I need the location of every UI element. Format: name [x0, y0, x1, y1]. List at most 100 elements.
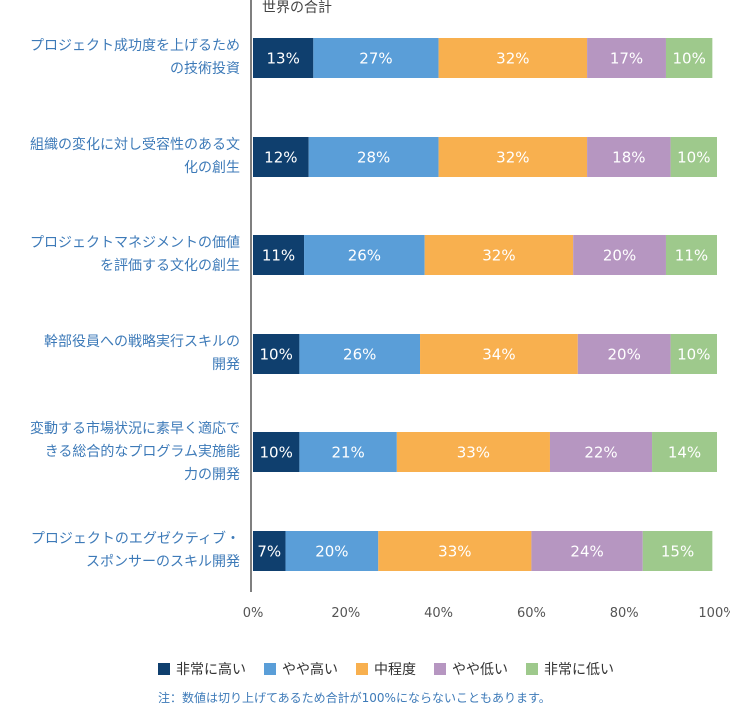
bar-segment: [549, 432, 653, 472]
legend-label: 非常に高い: [176, 662, 246, 678]
bar-segment: [438, 137, 588, 177]
data-label: 13%: [266, 50, 299, 68]
x-tick-label: 80%: [610, 606, 639, 621]
bar-segment: [253, 334, 300, 374]
data-label: 33%: [457, 444, 490, 462]
legend-swatch: [434, 663, 446, 675]
bar-segment: [253, 137, 309, 177]
bar-segment: [665, 38, 713, 78]
data-label: 22%: [584, 444, 617, 462]
data-label: 26%: [348, 247, 381, 265]
data-label: 11%: [262, 247, 295, 265]
bar-segment: [652, 432, 717, 472]
footnote: 注：数値は切り上げてあるため合計が100%にならないこともあります。: [158, 691, 551, 705]
legend-label: 非常に低い: [544, 662, 614, 678]
legend-label: やや低い: [452, 662, 508, 678]
legend-item: やや高い: [264, 659, 338, 679]
data-label: 10%: [672, 50, 705, 68]
bar-segment: [253, 235, 305, 275]
data-label: 20%: [315, 543, 348, 561]
data-label: 20%: [603, 247, 636, 265]
bar-segment: [304, 235, 425, 275]
category-label: プロジェクトのエグゼクティブ・スポンサーのスキル開発: [0, 528, 240, 574]
bar-segment: [587, 137, 671, 177]
category-label-line: を評価する文化の創生: [100, 258, 240, 274]
category-label-line: 組織の変化に対し受容性のある文: [30, 137, 240, 153]
category-label-line: 幹部役員への戦略実行スキルの: [44, 334, 240, 350]
category-label-line: きる総合的なプログラム実施能: [44, 443, 240, 460]
data-label: 10%: [260, 346, 293, 364]
bar-segment: [378, 531, 532, 571]
data-label: 33%: [438, 543, 471, 561]
data-label: 14%: [668, 444, 701, 462]
x-tick-label: 0%: [243, 606, 264, 621]
category-label-line: プロジェクト成功度を上げるため: [30, 38, 240, 54]
legend-label: やや高い: [282, 662, 338, 678]
category-label-line: 変動する市場状況に素早く適応で: [30, 420, 240, 437]
bar-segment: [670, 137, 717, 177]
data-label: 24%: [570, 543, 603, 561]
data-label: 18%: [612, 149, 645, 167]
legend: 非常に高い やや高い 中程度 やや低い 非常に低い: [158, 657, 632, 681]
category-label-line: スポンサーのスキル開発: [86, 554, 240, 570]
bar-segment: [438, 38, 588, 78]
legend-item: 非常に低い: [526, 659, 614, 679]
category-label: 幹部役員への戦略実行スキルの開発: [0, 331, 240, 377]
bar-segment: [285, 531, 379, 571]
legend-swatch: [526, 663, 538, 675]
category-label-line: 力の開発: [184, 466, 240, 483]
bar-segment: [396, 432, 550, 472]
x-tick-label: 60%: [517, 606, 546, 621]
data-label: 10%: [677, 149, 710, 167]
category-label-line: 化の創生: [184, 160, 240, 176]
x-tick-label: 20%: [331, 606, 360, 621]
legend-swatch: [264, 663, 276, 675]
bar-segment: [253, 38, 314, 78]
category-label-line: の技術投資: [170, 61, 240, 77]
bar-segment: [420, 334, 578, 374]
legend-item: 中程度: [356, 659, 416, 679]
bar-segment: [308, 137, 439, 177]
bar-segment: [670, 334, 717, 374]
data-label: 28%: [357, 149, 390, 167]
data-label: 32%: [482, 247, 515, 265]
bar-segment: [313, 38, 439, 78]
category-label-line: プロジェクトのエグゼクティブ・: [30, 531, 240, 547]
bar-segment: [665, 235, 717, 275]
data-label: 32%: [496, 149, 529, 167]
category-label-line: 開発: [212, 357, 240, 373]
bar-segment: [531, 531, 643, 571]
data-label: 12%: [264, 149, 297, 167]
x-tick-label: 40%: [424, 606, 453, 621]
category-label: 組織の変化に対し受容性のある文化の創生: [0, 134, 240, 180]
legend-label: 中程度: [374, 662, 416, 678]
data-label: 20%: [608, 346, 641, 364]
data-label: 10%: [677, 346, 710, 364]
data-label: 10%: [260, 444, 293, 462]
category-label: プロジェクトマネジメントの価値 を評価する文化の創生: [0, 232, 240, 278]
data-label: 34%: [482, 346, 515, 364]
bar-segment: [424, 235, 574, 275]
legend-swatch: [356, 663, 368, 675]
bar-segment: [253, 432, 300, 472]
bar-segment: [253, 531, 286, 571]
data-label: 27%: [359, 50, 392, 68]
data-label: 7%: [257, 543, 281, 561]
bar-segment: [587, 38, 666, 78]
category-label: 変動する市場状況に素早く適応できる総合的なプログラム実施能力の開発: [0, 418, 240, 487]
bar-segment: [577, 334, 671, 374]
data-label: 17%: [610, 50, 643, 68]
data-label: 11%: [675, 247, 708, 265]
category-label: プロジェクト成功度を上げるための技術投資: [0, 35, 240, 81]
bar-segment: [642, 531, 713, 571]
chart-title: 世界の合計: [262, 0, 332, 16]
bar-segment: [299, 334, 421, 374]
data-label: 15%: [661, 543, 694, 561]
legend-item: 非常に高い: [158, 659, 246, 679]
data-label: 21%: [331, 444, 364, 462]
legend-item: やや低い: [434, 659, 508, 679]
bar-segment: [299, 432, 397, 472]
bar-segment: [573, 235, 666, 275]
